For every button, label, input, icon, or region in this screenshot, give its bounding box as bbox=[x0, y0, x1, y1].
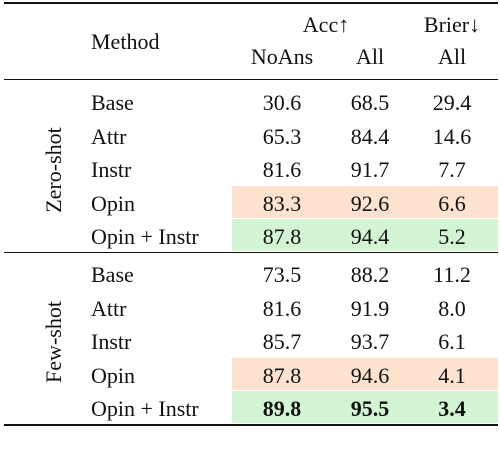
group-label: Few-shot bbox=[41, 301, 66, 383]
method-cell: Base bbox=[91, 262, 134, 287]
header-all-acc: All bbox=[355, 44, 385, 69]
all-cell: 92.6 bbox=[350, 190, 390, 216]
method-cell: Attr bbox=[91, 123, 127, 149]
all-cell: 68.5 bbox=[350, 90, 390, 115]
method-cell: Opin + Instr bbox=[91, 224, 199, 250]
header-acc: Acc↑ bbox=[302, 12, 350, 37]
all-cell: 91.7 bbox=[350, 157, 390, 183]
method-cell: Opin + Instr bbox=[91, 396, 199, 422]
header-noans: NoAns bbox=[250, 44, 314, 69]
noans-cell: 81.6 bbox=[262, 295, 302, 321]
method-cell: Instr bbox=[91, 329, 132, 355]
table-bottom-rule bbox=[4, 424, 498, 426]
method-cell: Opin bbox=[91, 190, 135, 216]
noans-cell: 73.5 bbox=[262, 262, 302, 287]
group-label: Zero-shot bbox=[41, 127, 66, 213]
orange-highlight bbox=[232, 185, 498, 218]
brier-cell: 8.0 bbox=[438, 295, 466, 321]
method-cell: Attr bbox=[91, 295, 127, 321]
noans-cell: 65.3 bbox=[262, 123, 302, 149]
method-cell: Opin bbox=[91, 362, 135, 388]
all-cell: 88.2 bbox=[350, 262, 390, 287]
all-cell: 84.4 bbox=[350, 123, 390, 149]
all-cell: 94.4 bbox=[350, 224, 390, 250]
header-brier: Brier↓ bbox=[423, 12, 481, 37]
all-cell: 95.5 bbox=[350, 396, 390, 422]
group-separator-rule bbox=[4, 252, 498, 253]
all-cell: 94.6 bbox=[350, 362, 390, 388]
noans-cell: 81.6 bbox=[262, 157, 302, 183]
header-method: Method bbox=[91, 29, 160, 54]
noans-cell: 87.8 bbox=[262, 362, 302, 388]
method-cell: Instr bbox=[91, 157, 132, 183]
brier-cell: 6.1 bbox=[438, 329, 466, 355]
brier-cell: 3.4 bbox=[438, 396, 466, 422]
all-cell: 93.7 bbox=[350, 329, 390, 355]
green-highlight bbox=[232, 391, 498, 424]
noans-cell: 30.6 bbox=[262, 90, 302, 115]
noans-cell: 85.7 bbox=[262, 329, 302, 355]
all-cell: 91.9 bbox=[350, 295, 390, 321]
noans-cell: 89.8 bbox=[262, 396, 302, 422]
green-highlight bbox=[232, 219, 498, 252]
brier-cell: 11.2 bbox=[433, 262, 471, 287]
orange-highlight bbox=[232, 357, 498, 390]
noans-cell: 87.8 bbox=[262, 224, 302, 250]
brier-cell: 5.2 bbox=[438, 224, 466, 250]
table-top-rule bbox=[4, 2, 498, 4]
brier-cell: 7.7 bbox=[438, 157, 466, 183]
brier-cell: 14.6 bbox=[432, 123, 472, 149]
brier-cell: 4.1 bbox=[438, 362, 466, 388]
header-rule bbox=[4, 79, 498, 80]
header-all-brier: All bbox=[437, 44, 467, 69]
method-cell: Base bbox=[91, 90, 134, 115]
brier-cell: 29.4 bbox=[432, 90, 472, 115]
brier-cell: 6.6 bbox=[438, 190, 466, 216]
noans-cell: 83.3 bbox=[262, 190, 302, 216]
